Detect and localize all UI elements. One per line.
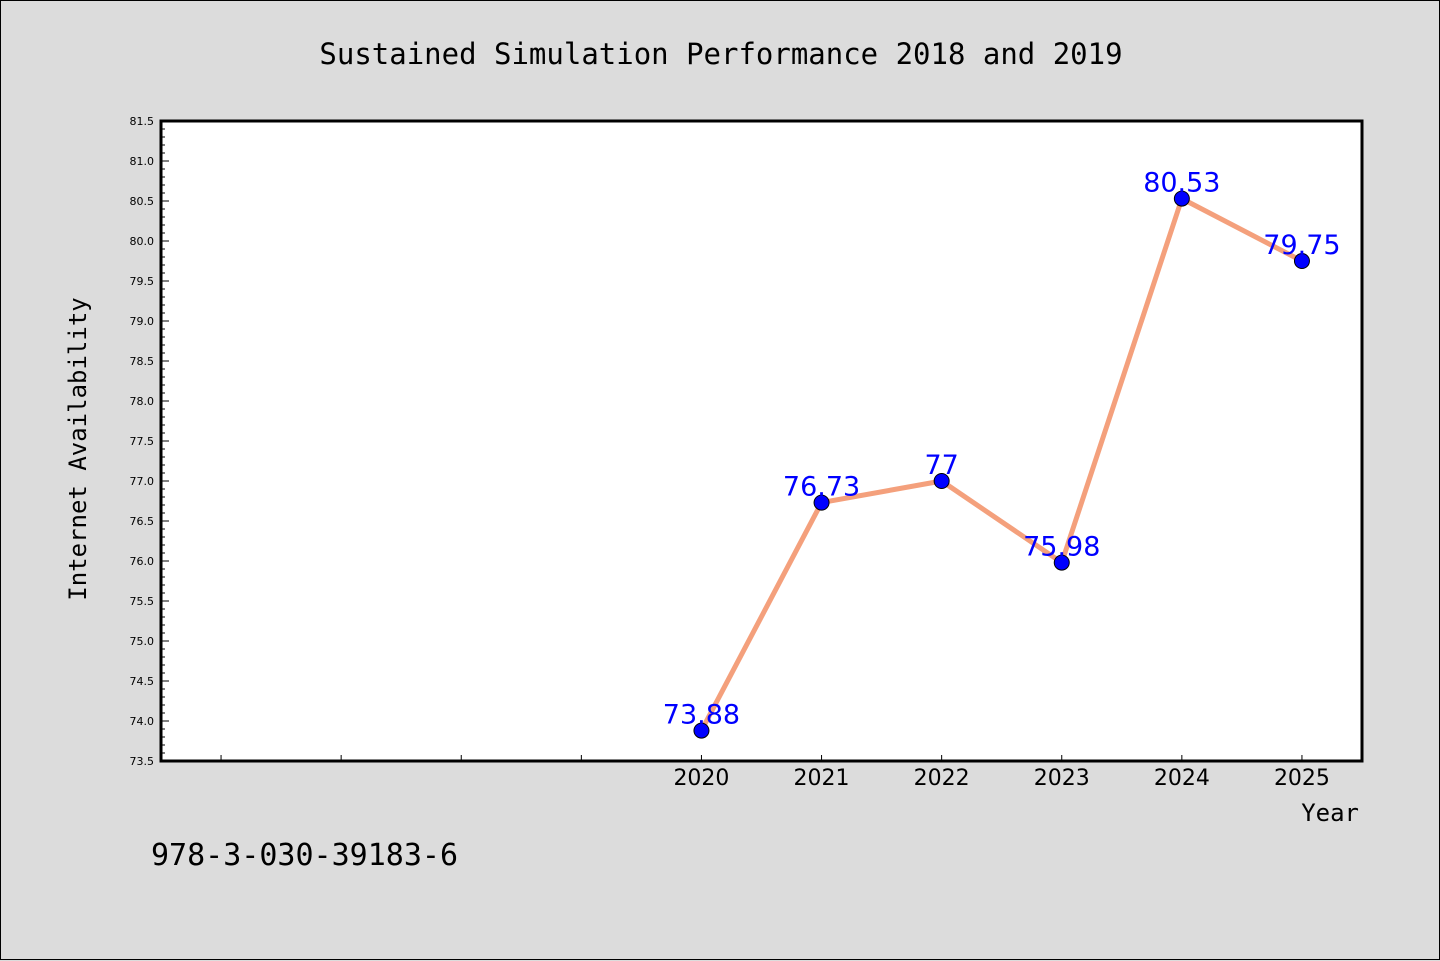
y-tick-label: 79.0 (130, 315, 155, 328)
y-tick-label: 81.0 (130, 155, 155, 168)
data-point (1293, 253, 1310, 269)
data-label: 80.53 (1143, 168, 1220, 199)
plot-area (159, 119, 1364, 763)
x-tick-label: 2025 (1274, 766, 1330, 791)
x-tick-label: 2020 (673, 766, 729, 791)
y-tick-label: 74.5 (130, 675, 155, 688)
y-tick-label: 78.5 (130, 355, 155, 368)
y-tick-label: 77.0 (130, 475, 155, 488)
data-point (1053, 554, 1070, 571)
y-tick-label: 73.5 (130, 755, 155, 768)
y-tick-label: 78.0 (130, 395, 155, 408)
data-point (813, 494, 830, 511)
footer-code: 978-3-030-39183-6 (151, 838, 458, 873)
y-tick-label: 81.5 (130, 115, 155, 128)
data-label: 79.75 (1263, 230, 1340, 261)
y-tick-label: 77.5 (130, 435, 155, 448)
x-axis: 2020 2021 2022 2023 2024 2025 (220, 755, 1330, 791)
y-tick-label: 76.5 (130, 515, 155, 528)
y-axis: 73.5 74.0 74.5 75.0 75.5 76.0 76.5 77.0 77.5 78.0… (130, 115, 169, 768)
data-label: 75.98 (1023, 532, 1100, 563)
x-tick-label: 2021 (794, 766, 850, 791)
y-tick-label: 80.5 (130, 195, 155, 208)
data-label: 76.73 (783, 472, 860, 503)
y-tick-label: 76.0 (130, 555, 155, 568)
x-tick-label: 2024 (1154, 766, 1210, 791)
data-label: 77 (924, 450, 958, 481)
x-axis-label: Year (1301, 799, 1359, 827)
data-point (1173, 190, 1190, 207)
y-tick-label: 75.5 (130, 595, 155, 608)
y-tick-label: 75.0 (130, 635, 155, 648)
data-point (693, 722, 710, 739)
y-tick-label: 79.5 (130, 275, 155, 288)
chart-title: Sustained Simulation Performance 2018 an… (319, 37, 1122, 71)
data-point (933, 473, 950, 489)
y-axis-label: Internet Availability (64, 297, 92, 600)
x-tick-label: 2023 (1034, 766, 1090, 791)
y-tick-label: 74.0 (130, 715, 155, 728)
series-line (699, 196, 1304, 732)
x-tick-label: 2022 (914, 766, 970, 791)
y-tick-label: 80.0 (130, 235, 155, 248)
data-label: 73.88 (663, 700, 740, 731)
data-series: 73.88 76.73 77 75.98 80.53 79.75 (663, 168, 1341, 739)
